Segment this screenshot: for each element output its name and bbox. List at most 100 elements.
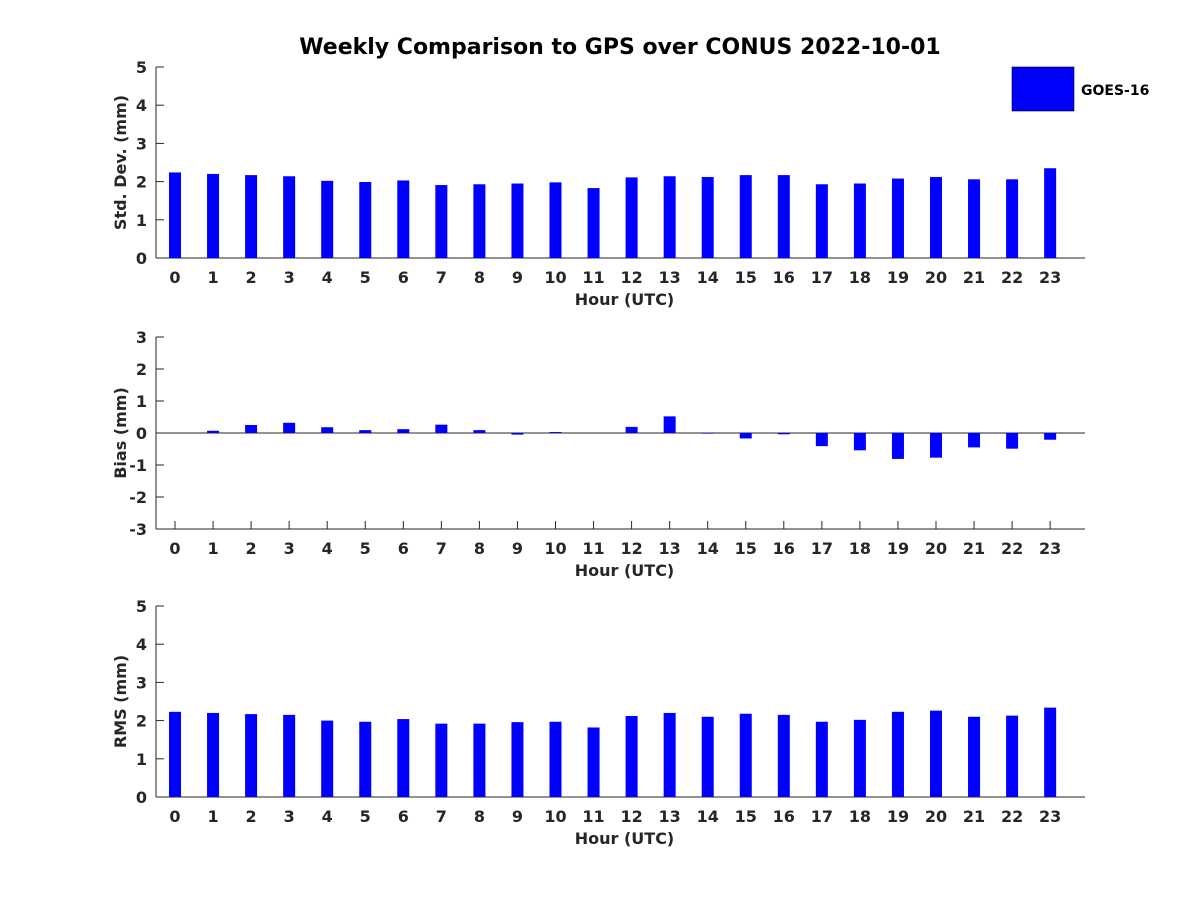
x-tick-label: 17 <box>811 268 833 287</box>
x-tick-label: 7 <box>436 539 447 558</box>
bar-std-dev-19 <box>891 178 904 258</box>
bar-rms-23 <box>1044 707 1057 797</box>
x-tick-label: 18 <box>849 539 871 558</box>
x-tick-label: 9 <box>512 268 523 287</box>
bar-rms-12 <box>625 716 638 797</box>
bar-bias-19 <box>891 433 904 459</box>
legend-swatch-goes-16 <box>1011 66 1075 112</box>
x-tick-label: 21 <box>963 807 985 826</box>
bar-bias-15 <box>739 433 752 439</box>
y-tick-label: 4 <box>136 635 147 654</box>
bar-bias-4 <box>321 427 334 433</box>
bar-rms-13 <box>663 712 676 797</box>
x-tick-label: 19 <box>887 539 909 558</box>
y-tick-label: 1 <box>136 392 147 411</box>
x-tick-label: 1 <box>207 268 218 287</box>
bar-bias-6 <box>397 429 410 433</box>
bar-rms-14 <box>701 716 714 797</box>
bar-rms-0 <box>169 711 181 797</box>
bar-std-dev-2 <box>245 175 258 258</box>
bar-rms-15 <box>739 713 752 797</box>
bar-std-dev-16 <box>777 175 790 258</box>
y-tick-label: 3 <box>136 134 147 153</box>
x-tick-label: 13 <box>659 807 681 826</box>
bar-bias-8 <box>473 430 486 433</box>
y-axis-label: Bias (mm) <box>111 387 130 479</box>
bar-bias-17 <box>815 433 828 447</box>
bar-bias-23 <box>1044 433 1057 440</box>
y-tick-label: 3 <box>136 673 147 692</box>
x-tick-label: 23 <box>1039 268 1061 287</box>
x-tick-label: 1 <box>207 807 218 826</box>
bar-bias-3 <box>283 422 296 433</box>
x-tick-label: 15 <box>735 268 757 287</box>
x-axis-label: Hour (UTC) <box>575 561 675 580</box>
x-tick-label: 10 <box>544 539 566 558</box>
bar-rms-6 <box>397 719 410 797</box>
bar-std-dev-22 <box>1006 179 1019 258</box>
bar-bias-16 <box>777 433 790 435</box>
bar-std-dev-20 <box>930 177 942 258</box>
x-tick-label: 8 <box>474 268 485 287</box>
bar-rms-9 <box>511 722 524 797</box>
y-tick-label: 2 <box>136 360 147 379</box>
bar-rms-16 <box>777 714 790 797</box>
bar-std-dev-9 <box>511 183 524 258</box>
x-tick-label: 21 <box>963 268 985 287</box>
bar-std-dev-4 <box>321 180 334 258</box>
y-axis-label: Std. Dev. (mm) <box>111 95 130 230</box>
y-tick-label: 4 <box>136 96 147 115</box>
y-axis-label: RMS (mm) <box>111 655 130 748</box>
x-tick-label: 5 <box>360 539 371 558</box>
bar-rms-10 <box>549 721 562 797</box>
x-tick-label: 16 <box>773 268 795 287</box>
bar-bias-10 <box>549 432 562 433</box>
x-tick-label: 9 <box>512 807 523 826</box>
bar-std-dev-15 <box>739 175 752 258</box>
bar-bias-9 <box>511 433 524 435</box>
x-tick-label: 0 <box>169 807 180 826</box>
x-tick-label: 14 <box>697 539 719 558</box>
x-tick-label: 17 <box>811 539 833 558</box>
bar-rms-21 <box>968 716 981 797</box>
bar-bias-12 <box>625 426 638 433</box>
x-tick-label: 3 <box>284 539 295 558</box>
x-tick-label: 12 <box>620 807 642 826</box>
bar-rms-22 <box>1006 715 1019 797</box>
x-axis-label: Hour (UTC) <box>575 829 675 848</box>
bar-rms-2 <box>245 714 258 797</box>
x-tick-label: 6 <box>398 539 409 558</box>
x-tick-label: 6 <box>398 268 409 287</box>
x-tick-label: 11 <box>582 807 604 826</box>
x-tick-label: 4 <box>322 807 333 826</box>
x-tick-label: 2 <box>246 807 257 826</box>
bar-rms-18 <box>853 719 866 797</box>
bar-std-dev-23 <box>1044 168 1057 258</box>
bar-std-dev-0 <box>169 172 181 258</box>
bar-std-dev-18 <box>853 183 866 258</box>
x-tick-label: 19 <box>887 268 909 287</box>
bar-bias-2 <box>245 425 258 433</box>
x-tick-label: 19 <box>887 807 909 826</box>
x-tick-label: 18 <box>849 807 871 826</box>
bar-std-dev-14 <box>701 177 714 258</box>
y-tick-label: -3 <box>129 520 147 539</box>
bar-std-dev-21 <box>968 179 981 258</box>
x-tick-label: 21 <box>963 539 985 558</box>
x-tick-label: 11 <box>582 268 604 287</box>
x-tick-label: 17 <box>811 807 833 826</box>
x-tick-label: 13 <box>659 539 681 558</box>
x-tick-label: 15 <box>735 539 757 558</box>
x-tick-label: 7 <box>436 268 447 287</box>
bar-rms-4 <box>321 720 334 797</box>
x-tick-label: 22 <box>1001 268 1023 287</box>
y-tick-label: -2 <box>129 488 147 507</box>
bar-std-dev-8 <box>473 184 486 258</box>
bar-rms-5 <box>359 721 372 797</box>
bar-std-dev-6 <box>397 180 410 258</box>
y-tick-label: 2 <box>136 712 147 731</box>
x-tick-label: 8 <box>474 539 485 558</box>
